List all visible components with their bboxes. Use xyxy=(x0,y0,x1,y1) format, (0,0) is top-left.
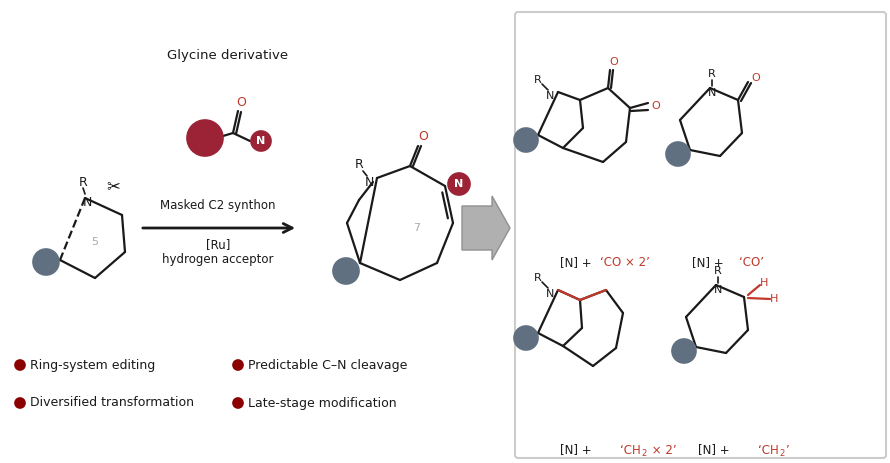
Polygon shape xyxy=(462,196,510,260)
Circle shape xyxy=(15,398,25,408)
Text: × 2’: × 2’ xyxy=(648,444,676,457)
Text: ‘CO × 2’: ‘CO × 2’ xyxy=(600,257,650,269)
Text: 2: 2 xyxy=(641,449,646,457)
Text: N: N xyxy=(714,285,722,295)
Circle shape xyxy=(187,120,223,156)
Text: Ring-system editing: Ring-system editing xyxy=(30,358,155,371)
Text: 7: 7 xyxy=(413,223,420,233)
Circle shape xyxy=(666,142,690,166)
Text: N: N xyxy=(455,179,464,189)
Text: [Ru]: [Ru] xyxy=(206,238,231,251)
Text: R: R xyxy=(534,273,542,283)
Text: ‘CH: ‘CH xyxy=(758,444,779,457)
FancyBboxPatch shape xyxy=(515,12,886,458)
Text: 2: 2 xyxy=(779,449,784,457)
Text: R: R xyxy=(78,175,87,188)
Circle shape xyxy=(251,131,271,151)
Text: O: O xyxy=(236,96,246,110)
Text: O: O xyxy=(418,131,428,144)
Circle shape xyxy=(672,339,696,363)
Text: [N] +: [N] + xyxy=(692,257,728,269)
Text: Predictable C–N cleavage: Predictable C–N cleavage xyxy=(248,358,408,371)
Text: N: N xyxy=(364,176,374,189)
Circle shape xyxy=(15,360,25,370)
Text: ✂: ✂ xyxy=(106,177,120,195)
Text: N: N xyxy=(256,136,265,146)
Text: Masked C2 synthon: Masked C2 synthon xyxy=(160,199,276,212)
Text: ‘CO’: ‘CO’ xyxy=(740,257,765,269)
Text: N: N xyxy=(82,196,92,209)
Circle shape xyxy=(448,173,470,195)
Text: 5: 5 xyxy=(92,237,99,247)
Text: Late-stage modification: Late-stage modification xyxy=(248,396,397,409)
Circle shape xyxy=(33,249,59,275)
Text: N: N xyxy=(546,91,554,101)
Text: ’: ’ xyxy=(786,444,789,457)
Text: O: O xyxy=(651,101,660,111)
Circle shape xyxy=(514,128,538,152)
Text: H: H xyxy=(760,278,768,288)
Text: O: O xyxy=(610,57,619,67)
Text: R: R xyxy=(708,69,716,79)
Text: hydrogen acceptor: hydrogen acceptor xyxy=(162,254,274,267)
Text: N: N xyxy=(708,88,716,98)
Text: N: N xyxy=(546,289,554,299)
Circle shape xyxy=(233,398,243,408)
Text: H: H xyxy=(770,294,778,304)
Circle shape xyxy=(514,326,538,350)
Text: [N] +: [N] + xyxy=(699,444,733,457)
Circle shape xyxy=(333,258,359,284)
Text: R: R xyxy=(354,157,363,170)
Text: Diversified transformation: Diversified transformation xyxy=(30,396,194,409)
Circle shape xyxy=(233,360,243,370)
Text: Glycine derivative: Glycine derivative xyxy=(167,49,288,62)
Text: ‘CH: ‘CH xyxy=(620,444,641,457)
Text: R: R xyxy=(534,75,542,85)
Text: [N] +: [N] + xyxy=(561,444,595,457)
Text: O: O xyxy=(752,73,760,83)
Text: R: R xyxy=(714,266,722,276)
Text: [N] +: [N] + xyxy=(561,257,595,269)
